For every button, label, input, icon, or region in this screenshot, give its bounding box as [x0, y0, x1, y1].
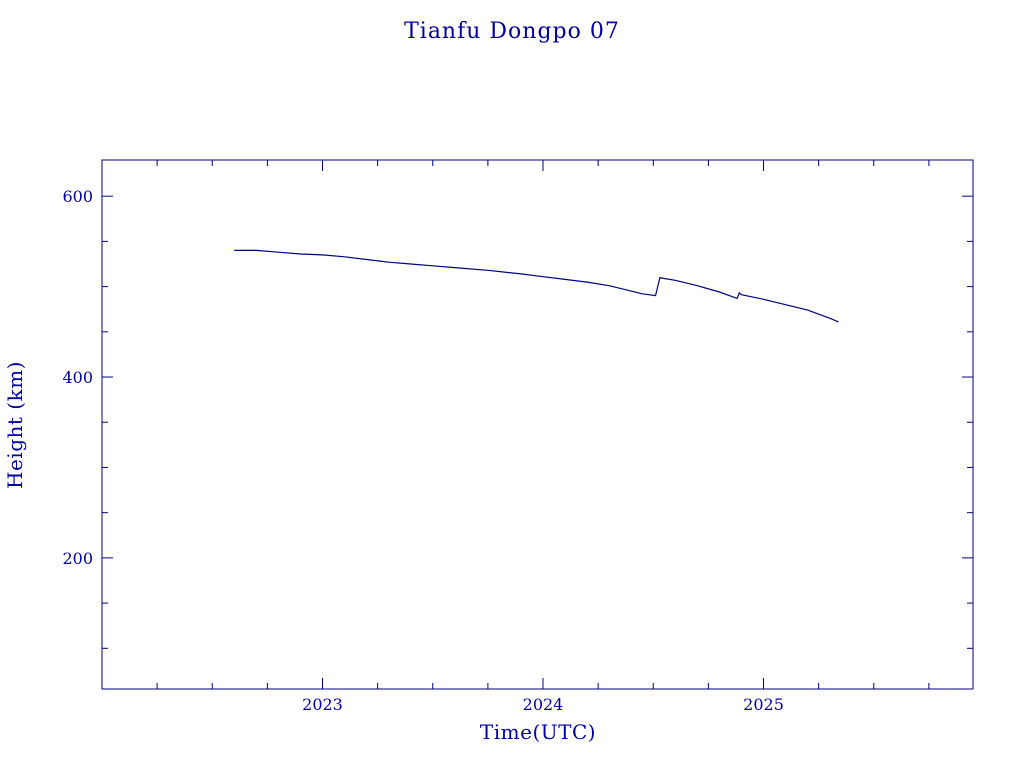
plot-frame [101, 159, 974, 690]
x-axis-label: Time(UTC) [480, 720, 596, 744]
x-tick-label: 2024 [523, 695, 564, 714]
chart-title: Tianfu Dongpo 07 [404, 19, 620, 44]
tick-labels: 2023 2024 2025 200 400 600 [62, 187, 783, 714]
y-tick-label: 200 [62, 549, 93, 568]
y-tick-label: 400 [62, 368, 93, 387]
x-tick-label: 2025 [743, 695, 784, 714]
x-tick-label: 2023 [302, 695, 343, 714]
y-axis-label: Height (km) [3, 361, 27, 489]
y-tick-label: 600 [62, 187, 93, 206]
series-line [234, 249, 839, 323]
axis-ticks [101, 160, 973, 689]
